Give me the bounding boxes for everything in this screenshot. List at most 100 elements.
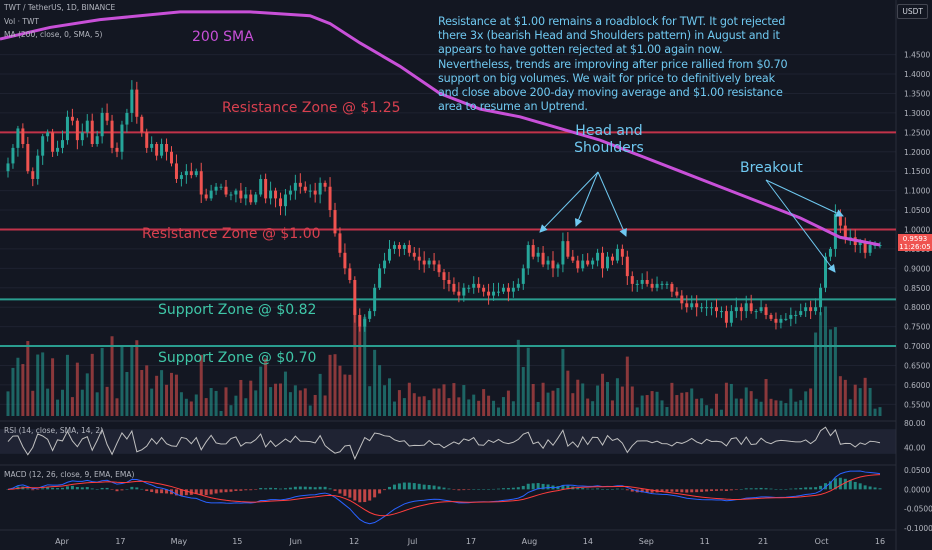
- volume-bar: [36, 354, 40, 416]
- macd-histogram-bar: [363, 489, 367, 503]
- candle-body: [814, 307, 818, 312]
- volume-bar: [165, 384, 169, 416]
- candle-body: [586, 260, 590, 265]
- volume-bar: [392, 401, 396, 416]
- macd-histogram-bar: [759, 487, 763, 490]
- macd-histogram-bar: [645, 489, 649, 493]
- volume-bar: [472, 394, 476, 416]
- macd-histogram-bar: [115, 489, 119, 492]
- candle-body: [378, 268, 382, 288]
- currency-button[interactable]: USDT: [897, 4, 928, 19]
- macd-histogram-bar: [70, 485, 74, 490]
- volume-bar: [853, 384, 857, 416]
- volume-bar: [16, 357, 20, 416]
- volume-bar: [601, 373, 605, 416]
- macd-histogram-bar: [279, 488, 282, 490]
- volume-bar: [259, 366, 263, 416]
- candle-body: [388, 248, 391, 261]
- candle-body: [170, 151, 173, 164]
- volume-bar: [184, 398, 188, 416]
- candle-body: [61, 140, 64, 148]
- candle-body: [199, 171, 203, 195]
- candle-body: [194, 171, 198, 176]
- macd-histogram-bar: [516, 487, 520, 490]
- macd-histogram-bar: [794, 488, 798, 490]
- candle-body: [749, 303, 753, 312]
- volume-bar: [531, 383, 535, 416]
- candle-body: [219, 186, 223, 188]
- candle-body: [31, 171, 35, 179]
- volume-bar: [358, 326, 362, 416]
- macd-histogram-bar: [313, 487, 317, 490]
- macd-histogram-bar: [26, 488, 30, 490]
- macd-histogram-bar: [155, 489, 159, 494]
- macd-histogram-bar: [531, 483, 535, 490]
- volume-bar: [606, 381, 609, 416]
- macd-histogram-bar: [353, 489, 357, 501]
- volume-bar: [833, 327, 837, 416]
- candle-body: [715, 307, 718, 312]
- macd-histogram-bar: [46, 487, 50, 490]
- macd-histogram-bar: [412, 483, 416, 490]
- macd-histogram-bar: [675, 489, 679, 492]
- volume-bar: [492, 400, 496, 416]
- volume-bar: [655, 391, 659, 416]
- macd-histogram-bar: [383, 489, 387, 491]
- macd-histogram-bar: [219, 489, 223, 493]
- volume-bar: [363, 316, 367, 416]
- volume-bar: [819, 312, 823, 416]
- candle-body: [620, 248, 624, 257]
- volume-bar: [784, 403, 788, 416]
- volume-bar: [26, 341, 30, 416]
- volume-bar: [422, 396, 426, 416]
- macd-histogram-bar: [769, 488, 773, 490]
- volume-bar: [794, 401, 798, 416]
- time-tick-label: Jun: [288, 537, 302, 546]
- macd-histogram-bar: [442, 487, 446, 490]
- macd-histogram-bar: [620, 488, 624, 490]
- macd-histogram-bar: [501, 488, 505, 490]
- volume-bar: [46, 388, 50, 416]
- volume-bar: [323, 395, 327, 416]
- candle-body: [135, 89, 139, 117]
- candle-body: [259, 178, 263, 195]
- volume-bar: [670, 382, 674, 416]
- price-tick-label: 0.7000: [904, 342, 930, 351]
- volume-bar: [61, 389, 64, 416]
- candle-body: [556, 264, 560, 269]
- volume-bar: [754, 398, 758, 416]
- candle-body: [492, 291, 496, 296]
- volume-bar: [41, 352, 45, 416]
- candle-body: [630, 276, 634, 284]
- volume-bar: [417, 396, 421, 416]
- candle-body: [779, 318, 783, 323]
- macd-histogram-bar: [402, 482, 406, 490]
- rsi-legend: RSI (14, close, SMA, 14, 2): [4, 426, 104, 435]
- candle-body: [95, 136, 99, 144]
- candle-body: [541, 252, 545, 265]
- candle-body: [338, 233, 342, 253]
- volume-bar: [516, 339, 520, 416]
- macd-histogram-bar: [160, 489, 164, 494]
- macd-histogram-bar: [764, 488, 768, 490]
- volume-bar: [779, 400, 783, 416]
- volume-bar: [863, 377, 867, 416]
- candle-body: [407, 245, 411, 253]
- volume-bar: [348, 374, 352, 416]
- macd-histogram-bar: [497, 488, 500, 490]
- candle-body: [645, 280, 649, 284]
- volume-bar: [318, 373, 322, 416]
- time-tick-label: 17: [466, 537, 476, 546]
- candle-body: [819, 287, 823, 308]
- volume-bar: [150, 388, 154, 416]
- volume-bar: [561, 349, 565, 416]
- price-tick-label: 1.2000: [904, 148, 930, 157]
- macd-histogram-bar: [477, 489, 481, 490]
- volume-bar: [368, 386, 372, 416]
- volume-bar: [541, 382, 545, 416]
- macd-histogram-bar: [358, 489, 362, 503]
- candle-body: [546, 260, 550, 265]
- candle-body: [833, 213, 837, 249]
- volume-bar: [135, 340, 139, 416]
